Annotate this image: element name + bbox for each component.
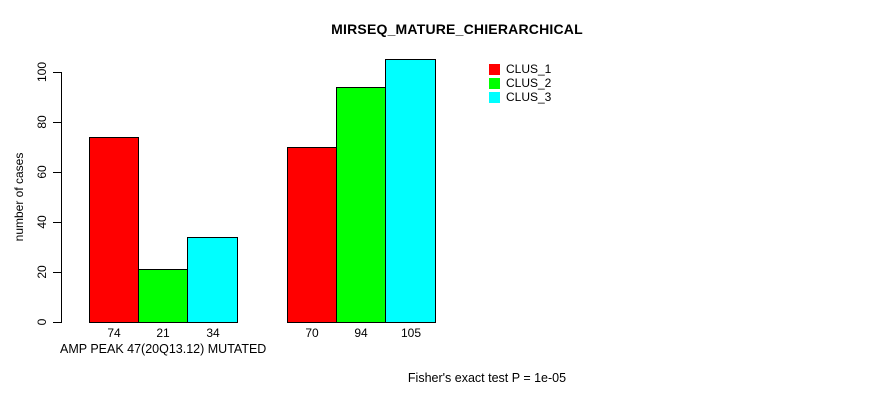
legend-item-clus_2: CLUS_2 xyxy=(489,76,552,90)
legend: CLUS_1 CLUS_2 CLUS_3 xyxy=(489,62,552,104)
legend-swatch-icon xyxy=(489,78,500,89)
bar-clus_1-group1 xyxy=(89,137,139,323)
bar-value-label: 74 xyxy=(107,326,121,340)
y-tick-label: 100 xyxy=(35,61,49,83)
y-axis-title: number of cases xyxy=(12,152,26,242)
y-tick-mark xyxy=(53,172,61,173)
bar-value-label: 105 xyxy=(400,326,422,340)
y-axis-line xyxy=(61,72,62,323)
legend-swatch-icon xyxy=(489,64,500,75)
legend-label: CLUS_3 xyxy=(506,90,552,104)
fisher-test-note: Fisher's exact test P = 1e-05 xyxy=(407,371,567,385)
legend-label: CLUS_1 xyxy=(506,62,552,76)
y-tick-mark xyxy=(53,72,61,73)
y-tick-mark xyxy=(53,122,61,123)
y-tick-mark xyxy=(53,222,61,223)
legend-label: CLUS_2 xyxy=(506,76,552,90)
legend-swatch-icon xyxy=(489,92,500,103)
chart-title: MIRSEQ_MATURE_CHIERARCHICAL xyxy=(331,21,583,37)
legend-item-clus_3: CLUS_3 xyxy=(489,90,552,104)
bar-value-label: 21 xyxy=(156,326,170,340)
bar-clus_3-group1 xyxy=(187,237,238,323)
bar-clus_2-group2 xyxy=(336,87,386,323)
bar-value-label: 34 xyxy=(206,326,220,340)
y-tick-label: 0 xyxy=(35,318,49,326)
bar-clus_1-group2 xyxy=(287,147,337,323)
y-tick-label: 60 xyxy=(35,165,49,179)
y-tick-mark xyxy=(53,272,61,273)
x-axis-label: AMP PEAK 47(20Q13.12) MUTATED xyxy=(60,342,267,356)
y-tick-label: 80 xyxy=(35,115,49,129)
bar-clus_2-group1 xyxy=(138,269,188,323)
bar-clus_3-group2 xyxy=(385,59,436,323)
legend-item-clus_1: CLUS_1 xyxy=(489,62,552,76)
y-tick-label: 40 xyxy=(35,215,49,229)
y-tick-mark xyxy=(53,322,61,323)
bar-value-label: 70 xyxy=(305,326,319,340)
y-tick-label: 20 xyxy=(35,265,49,279)
bar-value-label: 94 xyxy=(354,326,368,340)
